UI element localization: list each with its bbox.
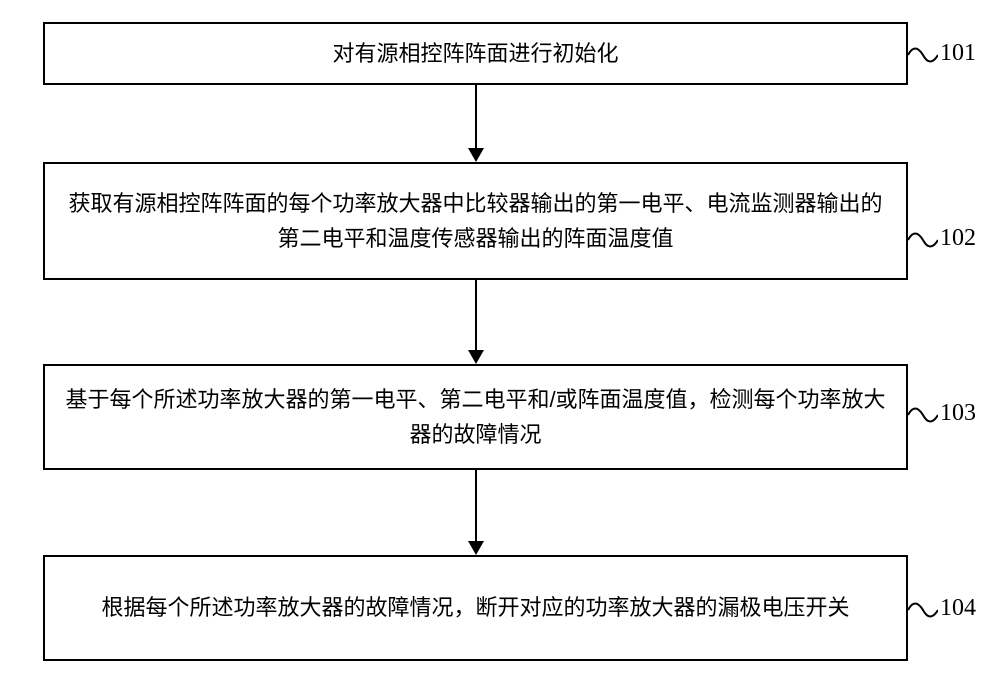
flowchart-node-3: 基于每个所述功率放大器的第一电平、第二电平和/或阵面温度值，检测每个功率放大器的… [43, 364, 908, 470]
connector-squiggle-2 [908, 225, 938, 255]
arrow-2-3-line [475, 280, 477, 350]
step-label-3: 103 [940, 400, 976, 427]
arrow-3-4-head [468, 541, 484, 555]
flowchart-node-2: 获取有源相控阵阵面的每个功率放大器中比较器输出的第一电平、电流监测器输出的第二电… [43, 162, 908, 280]
connector-squiggle-4 [908, 595, 938, 625]
connector-squiggle-1 [908, 40, 938, 70]
flowchart-canvas: 对有源相控阵阵面进行初始化 101 获取有源相控阵阵面的每个功率放大器中比较器输… [0, 0, 1000, 689]
node-1-text: 对有源相控阵阵面进行初始化 [65, 36, 886, 71]
step-label-1: 101 [940, 40, 976, 67]
arrow-3-4-line [475, 470, 477, 541]
arrow-1-2-head [468, 148, 484, 162]
node-3-text: 基于每个所述功率放大器的第一电平、第二电平和/或阵面温度值，检测每个功率放大器的… [65, 382, 886, 452]
step-label-2: 102 [940, 225, 976, 252]
step-label-4: 104 [940, 595, 976, 622]
arrow-1-2-line [475, 85, 477, 148]
connector-squiggle-3 [908, 400, 938, 430]
arrow-2-3-head [468, 350, 484, 364]
node-2-text: 获取有源相控阵阵面的每个功率放大器中比较器输出的第一电平、电流监测器输出的第二电… [65, 186, 886, 256]
flowchart-node-1: 对有源相控阵阵面进行初始化 [43, 22, 908, 85]
node-4-text: 根据每个所述功率放大器的故障情况，断开对应的功率放大器的漏极电压开关 [65, 590, 886, 625]
flowchart-node-4: 根据每个所述功率放大器的故障情况，断开对应的功率放大器的漏极电压开关 [43, 555, 908, 661]
